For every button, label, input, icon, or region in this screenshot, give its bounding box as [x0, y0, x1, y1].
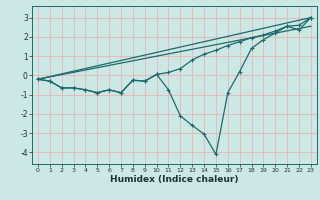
X-axis label: Humidex (Indice chaleur): Humidex (Indice chaleur): [110, 175, 239, 184]
